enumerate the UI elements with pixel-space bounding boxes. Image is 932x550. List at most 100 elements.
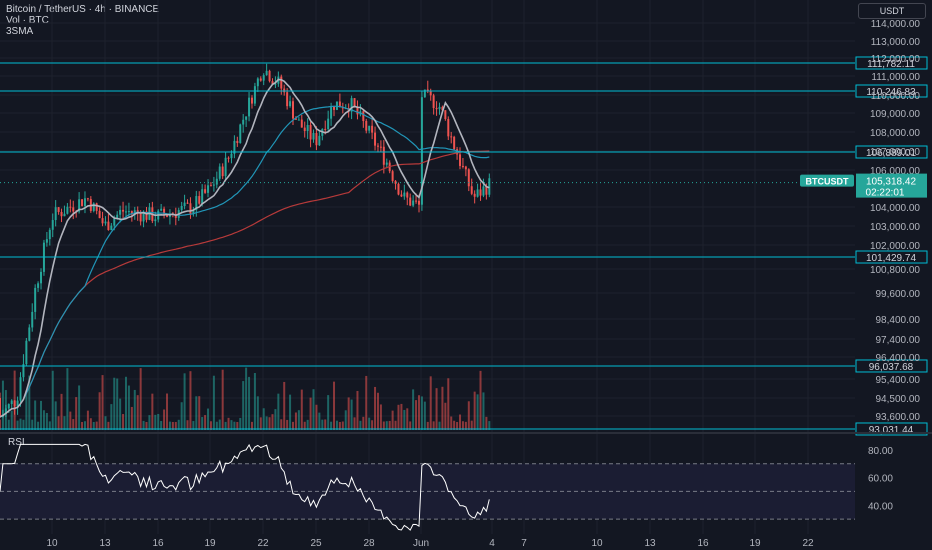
last-price-box <box>856 173 927 198</box>
volume-bar <box>154 414 157 430</box>
volume-bar <box>122 414 125 430</box>
level-label-box <box>855 250 928 264</box>
candle-body <box>163 208 166 215</box>
candle-body <box>166 214 169 217</box>
volume-bar <box>300 389 303 430</box>
candle-body <box>268 70 271 82</box>
candle-body <box>438 106 441 110</box>
volume-bar <box>356 390 359 430</box>
candle-body <box>154 219 157 222</box>
volume-bar <box>318 412 321 430</box>
candle-body <box>415 200 418 202</box>
volume-bar <box>72 419 75 430</box>
candle-body <box>464 166 467 170</box>
candle-body <box>294 118 297 120</box>
candle-body <box>139 213 142 222</box>
candle-body <box>482 186 485 196</box>
volume-bar <box>145 421 148 430</box>
volume-bar <box>423 401 426 430</box>
rsi-pane-title: RSI <box>8 437 25 448</box>
symbol-tag: BTCUSDT <box>806 177 849 187</box>
price-tick-label: 108,000.00 <box>870 128 920 139</box>
volume-bar <box>350 399 353 430</box>
candle-body <box>218 166 221 179</box>
candle-body <box>54 207 57 221</box>
volume-bar <box>25 390 28 430</box>
volume-bar <box>456 421 459 430</box>
volume-bar <box>303 421 306 430</box>
volume-bar <box>10 410 13 430</box>
volume-bar <box>89 418 92 430</box>
volume-bar <box>268 417 271 430</box>
volume-bar <box>385 421 388 430</box>
volume-bar <box>242 381 245 430</box>
volume-bar <box>54 401 57 430</box>
volume-bar <box>374 386 377 430</box>
candle-body <box>312 133 315 140</box>
candle-body <box>113 218 116 226</box>
time-tick-label: Jun <box>413 538 429 549</box>
price-tick-label: 93,600.00 <box>876 412 921 423</box>
volume-bar <box>347 397 350 430</box>
price-tick-label: 94,500.00 <box>876 394 921 405</box>
time-tick-label: 28 <box>363 538 375 549</box>
candle-body <box>145 211 148 220</box>
candle-body <box>473 193 476 197</box>
volume-bar <box>274 409 277 430</box>
candle-body <box>98 210 101 219</box>
candle-body <box>350 98 353 112</box>
rsi-line <box>0 443 490 531</box>
candle-body <box>22 364 25 378</box>
volume-bar <box>168 421 171 430</box>
candle-body <box>78 199 81 212</box>
level-label: 96,037.68 <box>869 362 914 373</box>
volume-bar <box>98 392 101 430</box>
volume-bar <box>139 368 142 430</box>
volume-bar <box>426 421 429 430</box>
level-label: 110,246.83 <box>866 87 916 98</box>
volume-bar <box>142 420 145 430</box>
volume-bar <box>195 396 198 430</box>
volume-bar <box>57 416 60 430</box>
candle-body <box>429 91 432 96</box>
candle-body <box>92 203 95 211</box>
candle-body <box>338 101 341 108</box>
volume-bar <box>253 372 256 430</box>
volume-bar <box>488 421 491 430</box>
currency-button[interactable]: USDT <box>858 3 926 19</box>
candle-body <box>459 154 462 166</box>
candle-body <box>245 116 248 120</box>
candle-body <box>365 121 368 131</box>
volume-bar <box>341 421 344 430</box>
volume-bar <box>233 421 236 430</box>
rsi-tick-label: 80.00 <box>868 446 893 457</box>
volume-bar <box>86 410 89 430</box>
volume-bar <box>330 421 333 430</box>
volume-bar <box>245 367 248 430</box>
candle-body <box>327 118 330 130</box>
last-price-value: 105,318.42 <box>866 177 916 188</box>
volume-bar <box>236 421 239 430</box>
candle-body <box>324 128 327 130</box>
volume-bar <box>160 420 163 430</box>
volume-bar <box>286 419 289 430</box>
candle-body <box>10 400 13 405</box>
volume-bar <box>248 376 251 430</box>
volume-bar <box>315 404 318 430</box>
volume-bar <box>45 412 48 430</box>
volume-bar <box>400 403 403 430</box>
candle-body <box>183 202 186 206</box>
volume-bar <box>16 420 19 430</box>
level-label: 111,782.11 <box>867 59 915 70</box>
time-tick-label: 16 <box>152 538 164 549</box>
volume-bar <box>239 417 242 430</box>
candle-body <box>60 211 63 217</box>
price-tick-label: 112,000.00 <box>871 54 921 65</box>
volume-bar <box>394 420 397 430</box>
volume-bar <box>116 378 119 430</box>
volume-bar <box>283 381 286 430</box>
volume-bar <box>63 416 66 430</box>
candle-body <box>81 199 84 206</box>
volume-bar <box>353 417 356 430</box>
